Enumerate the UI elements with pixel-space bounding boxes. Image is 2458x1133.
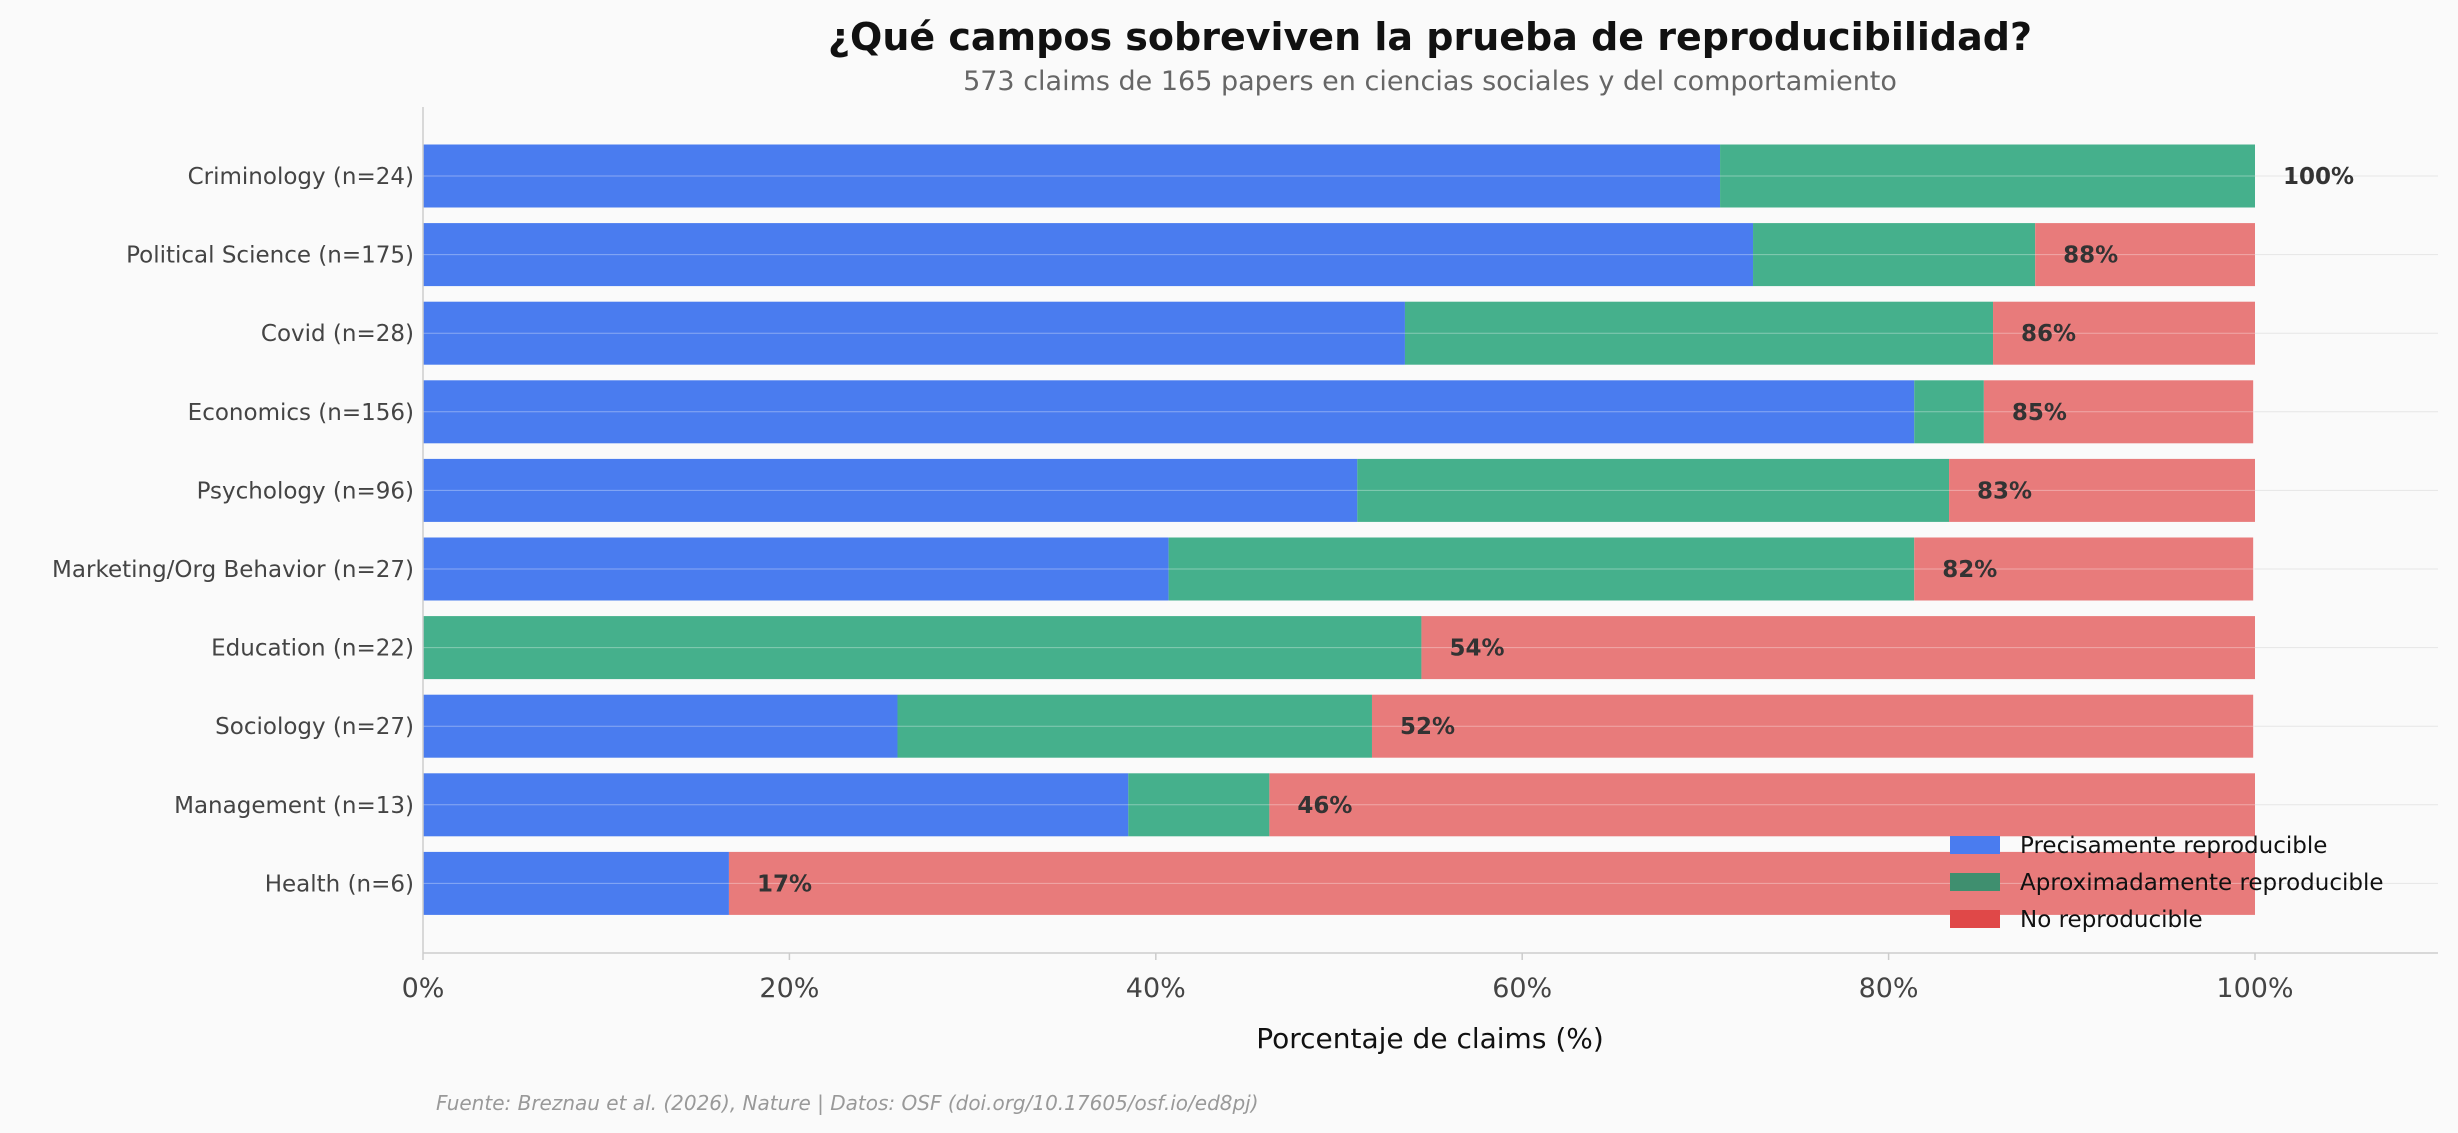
bar-segment-not-reproducible [1983,380,2254,444]
source-note: Fuente: Breznau et al. (2026), Nature | … [436,1091,1259,1115]
x-tick-label: 60% [1492,973,1552,1004]
x-ticks: 0% 20% 40% 60% 80% 100% [402,953,2294,1004]
x-tick-label: 20% [759,973,819,1004]
category-label: Marketing/Org Behavior (n=27) [52,557,414,583]
legend-swatch [1950,910,2000,928]
legend: Precisamente reproducible Aproximadamente… [1950,833,2384,933]
chart-subtitle: 573 claims de 165 papers en ciencias soc… [963,66,1897,97]
bar-segment-approximate [1720,144,2255,208]
data-label: 88% [2063,243,2118,269]
chart-title: ¿Qué campos sobreviven la prueba de repr… [828,15,2032,59]
bar-segment-not-reproducible [2035,223,2255,287]
legend-swatch [1950,836,2000,854]
category-label: Political Science (n=175) [126,243,414,269]
bar-segment-approximate [1404,301,1994,365]
legend-swatch [1950,873,2000,891]
category-label: Psychology (n=96) [197,478,414,504]
data-label: 52% [1400,714,1455,740]
bar-segment-not-reproducible [1421,616,2255,680]
category-label: Education (n=22) [211,636,414,662]
category-label: Health (n=6) [265,871,414,897]
data-label: 85% [2012,400,2067,426]
category-labels: Criminology (n=24) Political Science (n=1… [52,164,414,897]
bar-segment-precise [423,301,1405,365]
category-label: Sociology (n=27) [215,714,414,740]
bar-segment-precise [423,773,1129,837]
x-axis-label: Porcentaje de claims (%) [1256,1022,1604,1055]
bar-segment-precise [423,537,1169,601]
bar-segment-not-reproducible [1371,694,2254,758]
data-label: 82% [1942,557,1997,583]
bar-segment-precise [423,851,729,915]
bars [423,144,2255,915]
legend-label: No reproducible [2020,907,2203,933]
bar-segment-approximate [1168,537,1915,601]
bar-segment-approximate [1914,380,1984,444]
data-label: 86% [2021,321,2076,347]
bar-segment-not-reproducible [1993,301,2255,365]
category-label: Management (n=13) [174,793,414,819]
bar-segment-approximate [1357,458,1950,522]
bar-segment-approximate [1128,773,1270,837]
data-label: 17% [757,871,812,897]
data-label: 54% [1449,636,1504,662]
category-label: Economics (n=156) [188,400,414,426]
legend-label: Precisamente reproducible [2020,833,2327,859]
bar-segment-approximate [897,694,1372,758]
x-tick-label: 40% [1126,973,1186,1004]
x-tick-label: 80% [1859,973,1919,1004]
data-label: 83% [1977,478,2032,504]
bar-segment-approximate [1753,223,2036,287]
bar-segment-precise [423,458,1358,522]
bar-segment-not-reproducible [728,851,2255,915]
bar-segment-not-reproducible [1269,773,2255,837]
bar-segment-not-reproducible [1949,458,2255,522]
bar-segment-not-reproducible [1914,537,2254,601]
category-label: Criminology (n=24) [188,164,414,190]
data-label: 46% [1297,793,1352,819]
bar-segment-precise [423,223,1754,287]
data-label: 100% [2283,164,2354,190]
category-label: Covid (n=28) [261,321,414,347]
x-tick-label: 100% [2216,973,2293,1004]
data-labels: 100% 88% 86% 85% 83% 82% 54% 52% 46% 17% [757,164,2354,897]
legend-label: Aproximadamente reproducible [2020,870,2384,896]
x-tick-label: 0% [402,973,445,1004]
bar-segment-precise [423,144,1721,208]
bar-segment-precise [423,694,898,758]
bar-segment-precise [423,380,1915,444]
bar-segment-approximate [423,616,1422,680]
